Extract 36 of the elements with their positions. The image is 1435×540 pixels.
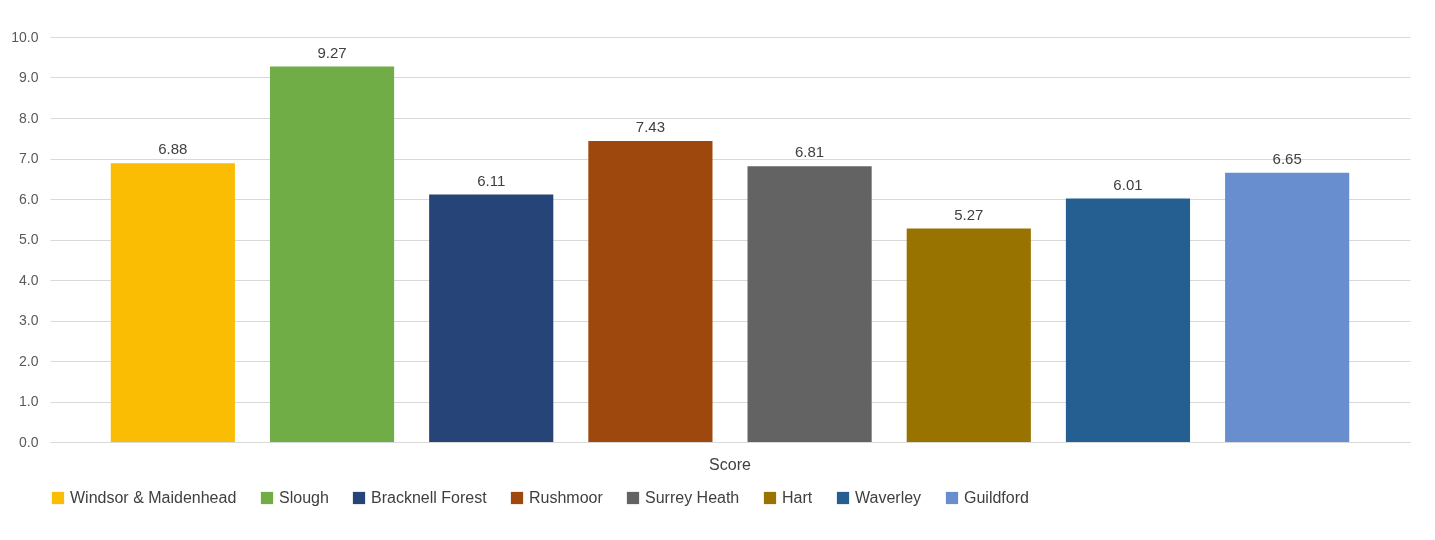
y-tick-label: 7.0 — [19, 150, 39, 166]
y-tick-label: 9.0 — [19, 69, 39, 85]
data-label: 5.27 — [954, 205, 984, 223]
legend-label: Windsor & Maidenhead — [70, 489, 237, 506]
legend-label: Guildford — [964, 489, 1029, 506]
legend-label: Slough — [279, 489, 329, 506]
data-label: 7.43 — [635, 118, 666, 136]
y-tick-label: 0.0 — [19, 433, 39, 450]
y-tick-label: 6.0 — [19, 190, 39, 207]
y-tick-label: 5.0 — [19, 231, 39, 247]
legend-label: Waverley — [855, 489, 922, 506]
data-label: 6.01 — [1113, 175, 1143, 193]
bar — [429, 194, 554, 442]
y-tick-label: 10.0 — [11, 28, 39, 45]
bar — [906, 228, 1031, 442]
data-label: 9.27 — [317, 43, 347, 61]
data-label: 6.88 — [158, 140, 188, 158]
legend-label: Bracknell Forest — [371, 489, 488, 506]
bar — [747, 166, 872, 442]
y-tick-label: 1.0 — [19, 393, 39, 409]
bar — [269, 66, 395, 442]
y-tick-label: 8.0 — [19, 109, 39, 126]
bar — [588, 141, 713, 442]
x-tick-label: Score — [709, 455, 751, 473]
bar — [110, 163, 235, 442]
data-label: 6.65 — [1272, 149, 1302, 167]
legend-label: Hart — [782, 489, 813, 506]
y-tick-label: 3.0 — [19, 312, 39, 328]
y-tick-label: 2.0 — [19, 352, 39, 369]
y-tick-label: 4.0 — [19, 271, 39, 288]
data-label: 6.11 — [477, 171, 506, 189]
legend-label: Surrey Heath — [645, 489, 740, 506]
bar — [1065, 198, 1191, 442]
legend-label: Rushmoor — [529, 489, 604, 506]
data-label: 6.81 — [794, 143, 825, 161]
bar — [1225, 172, 1350, 442]
